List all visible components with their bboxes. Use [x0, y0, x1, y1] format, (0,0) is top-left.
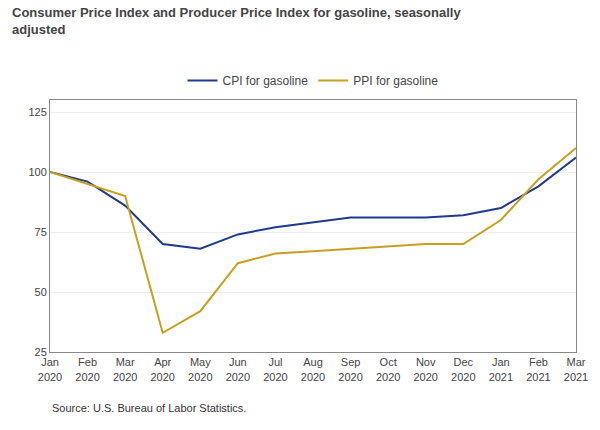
svg-text:Jan2020: Jan2020	[38, 356, 62, 382]
svg-text:125: 125	[28, 106, 46, 118]
svg-text:Consumer Price Index and Produ: Consumer Price Index and Producer Price …	[12, 5, 461, 37]
svg-text:Jan2021: Jan2021	[489, 356, 513, 382]
svg-text:PPI for gasoline: PPI for gasoline	[353, 74, 438, 88]
svg-text:Sep2020: Sep2020	[338, 356, 362, 382]
svg-text:Jun2020: Jun2020	[226, 356, 250, 382]
svg-text:Apr2020: Apr2020	[150, 356, 174, 382]
svg-text:75: 75	[35, 226, 47, 238]
svg-text:Feb2020: Feb2020	[75, 356, 99, 382]
svg-text:Oct2020: Oct2020	[376, 356, 400, 382]
svg-text:Jul2020: Jul2020	[263, 356, 287, 382]
svg-text:50: 50	[35, 286, 47, 298]
svg-text:Mar2020: Mar2020	[113, 356, 137, 382]
svg-text:Mar2021: Mar2021	[564, 356, 588, 382]
svg-text:Nov2020: Nov2020	[413, 356, 437, 382]
svg-text:Feb2021: Feb2021	[526, 356, 550, 382]
svg-text:CPI for gasoline: CPI for gasoline	[223, 74, 309, 88]
svg-text:Aug2020: Aug2020	[301, 356, 325, 382]
svg-text:Source: U.S. Bureau of Labor S: Source: U.S. Bureau of Labor Statistics.	[52, 402, 246, 414]
svg-text:100: 100	[28, 166, 46, 178]
svg-text:May2020: May2020	[188, 356, 212, 382]
svg-text:Dec2020: Dec2020	[451, 356, 475, 382]
svg-text:25: 25	[35, 346, 47, 358]
